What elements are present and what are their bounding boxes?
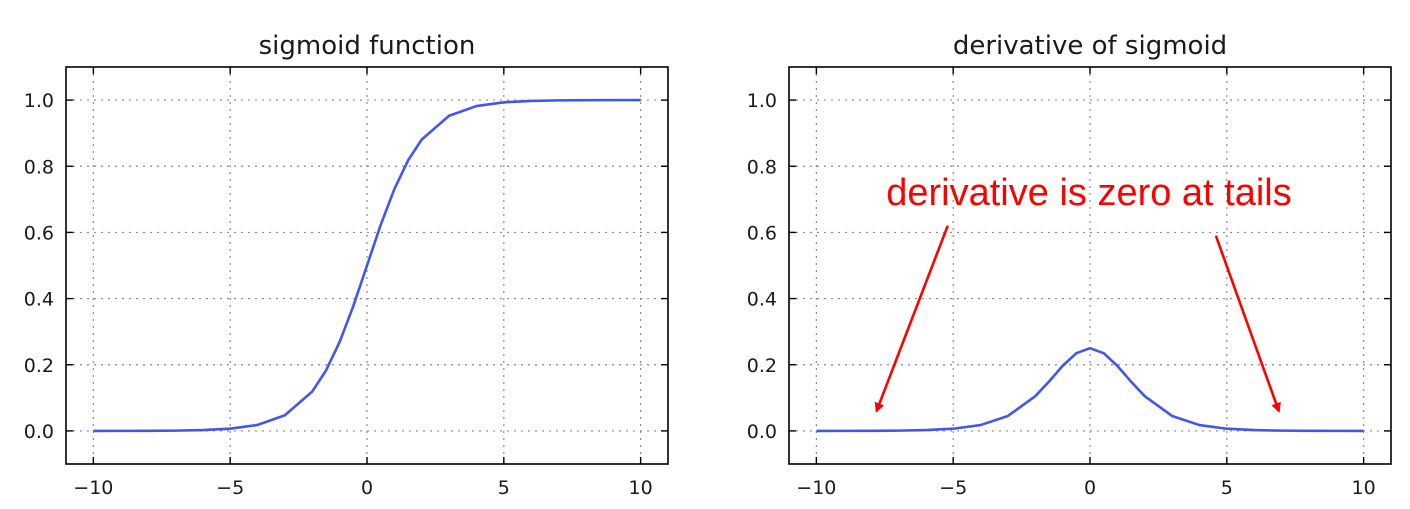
- chart-title: sigmoid function: [259, 31, 476, 61]
- x-tick-label: −5: [939, 477, 967, 499]
- chart-title: derivative of sigmoid: [953, 31, 1227, 61]
- sigmoid-panel: sigmoid function −10 −5 0 5 10 0.0 0.2 0.4 0.6 0.…: [24, 31, 669, 499]
- y-tick-label: 0.2: [24, 355, 54, 377]
- y-tick-label: 0.2: [747, 355, 777, 377]
- derivative-panel: derivative of sigmoid −10 −5 0 5 10 0.0 0.2 0.4…: [747, 31, 1392, 499]
- y-tick-label: 0.4: [24, 289, 54, 311]
- x-tick-label: −10: [73, 477, 113, 499]
- derivative-gridlines: [789, 67, 1391, 464]
- annotation-arrow: [1214, 235, 1281, 413]
- y-tick-label: 0.0: [747, 421, 777, 443]
- y-tick-label: 0.6: [747, 222, 777, 244]
- derivative-curve: [816, 346, 1364, 433]
- annotation-text: derivative is zero at tails: [886, 172, 1292, 214]
- y-tick-label: 0.0: [24, 421, 54, 443]
- sigmoid-ticks: −10 −5 0 5 10 0.0 0.2 0.4 0.6 0.8 1.0: [24, 67, 668, 499]
- y-tick-label: 0.6: [24, 222, 54, 244]
- y-tick-label: 1.0: [24, 90, 54, 112]
- y-tick-label: 0.4: [747, 289, 777, 311]
- y-tick-label: 0.8: [747, 156, 777, 178]
- derivative-ticks: −10 −5 0 5 10 0.0 0.2 0.4 0.6 0.8 1.0: [747, 67, 1391, 499]
- y-tick-label: 1.0: [747, 90, 777, 112]
- sigmoid-curve: [93, 98, 641, 433]
- x-tick-label: −5: [216, 477, 244, 499]
- y-tick-label: 0.8: [24, 156, 54, 178]
- sigmoid-gridlines: [66, 67, 668, 464]
- x-tick-label: 10: [629, 477, 653, 499]
- x-tick-label: 0: [361, 477, 373, 499]
- x-tick-label: −10: [796, 477, 836, 499]
- annotation-arrow: [874, 225, 949, 413]
- annotation-arrows: [874, 225, 1281, 413]
- x-tick-label: 5: [498, 477, 510, 499]
- x-tick-label: 5: [1221, 477, 1233, 499]
- x-tick-label: 10: [1352, 477, 1376, 499]
- x-tick-label: 0: [1084, 477, 1096, 499]
